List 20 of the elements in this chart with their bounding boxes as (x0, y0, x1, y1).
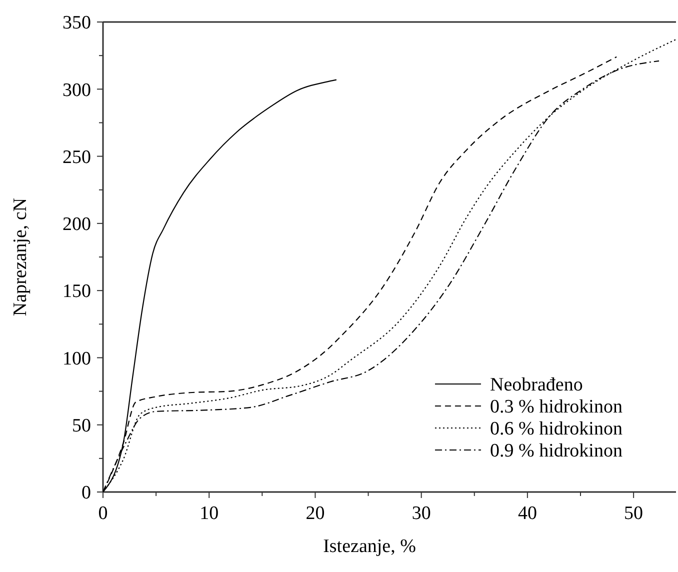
x-tick-label: 20 (306, 503, 325, 524)
y-tick-label: 250 (62, 146, 91, 168)
x-axis-title: Istezanje, % (323, 536, 416, 557)
y-tick-label: 50 (72, 416, 91, 437)
x-tick-label: 0 (98, 503, 108, 524)
x-tick-label: 30 (412, 503, 431, 524)
y-axis-title: Naprezanje, cN (10, 198, 31, 316)
x-tick-label: 40 (518, 503, 537, 524)
legend-label: 0.6 % hidrokinon (490, 418, 623, 440)
x-tick-label: 50 (624, 503, 644, 524)
legend-label: 0.9 % hidrokinon (490, 440, 623, 462)
y-tick-label: 300 (62, 80, 91, 101)
legend-label: Neobrađeno (490, 374, 583, 396)
y-tick-label: 350 (62, 12, 91, 34)
y-tick-label: 200 (62, 214, 91, 236)
x-tick-label: 10 (200, 503, 219, 524)
y-tick-label: 100 (62, 348, 91, 370)
y-tick-label: 150 (62, 281, 91, 302)
legend-label: 0.3 % hidrokinon (490, 396, 623, 418)
y-tick-label: 0 (82, 482, 91, 504)
